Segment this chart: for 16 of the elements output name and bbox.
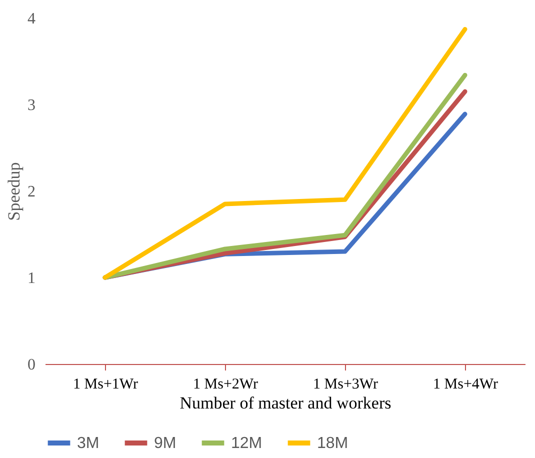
legend-label: 12M — [231, 435, 262, 452]
y-tick-label: 2 — [28, 184, 36, 200]
x-tick-label: 1 Ms+3Wr — [313, 376, 378, 392]
x-tick-label: 1 Ms+2Wr — [193, 376, 258, 392]
y-tick-label: 4 — [28, 10, 36, 28]
legend-label: 9M — [154, 435, 176, 452]
y-axis-title: Speedup — [4, 162, 24, 221]
x-tick-label: 1 Ms+4Wr — [433, 376, 498, 392]
legend-label: 18M — [317, 435, 348, 452]
x-axis-title: Number of master and workers — [180, 394, 392, 412]
y-tick-label: 0 — [28, 356, 36, 374]
line-series — [102, 26, 468, 280]
legend-label: 3M — [77, 435, 100, 452]
y-tick-label: 3 — [28, 97, 36, 114]
y-tick-label: 1 — [28, 270, 36, 287]
x-tick-label: 1 Ms+1Wr — [73, 376, 138, 392]
